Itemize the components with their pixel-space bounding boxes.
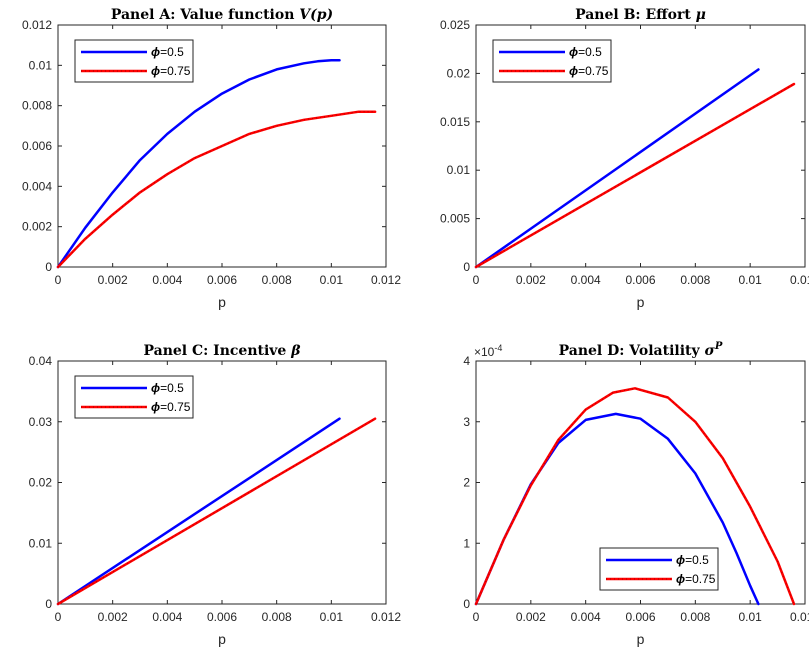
- y-tick-label: 0.025: [440, 18, 470, 32]
- x-tick-label: 0.012: [790, 610, 809, 624]
- y-tick-label: 0.012: [22, 18, 52, 32]
- chart-title: Panel B: Effort μ: [575, 7, 706, 23]
- x-tick-label: 0: [473, 273, 480, 287]
- legend: ϕ=0.5 ϕ=0.75: [599, 547, 719, 591]
- y-tick-label: 3: [463, 415, 470, 429]
- chart-title: Panel D: Volatility σP: [559, 341, 723, 359]
- x-tick-label: 0.01: [738, 273, 762, 287]
- legend-label: ϕ=0.5: [676, 553, 709, 567]
- legend: ϕ=0.5 ϕ=0.75: [74, 39, 194, 83]
- y-tick-label: 1: [463, 536, 470, 550]
- y-tick-label: 0.03: [29, 415, 53, 429]
- panel-2: 0 0.002 0.004 0.006 0.008 0.01 0.012 0 0.005 0.01…: [440, 7, 809, 310]
- legend-box: [74, 375, 194, 419]
- y-tick-label: 0: [463, 260, 470, 274]
- panel-4: 0 0.002 0.004 0.006 0.008 0.01 0.012 0 1 2 3 4 p Pane…: [463, 341, 809, 647]
- y-tick-label: 0.01: [29, 536, 53, 550]
- x-tick-label: 0.012: [790, 273, 809, 287]
- legend-box: [492, 39, 612, 83]
- legend-box: [74, 39, 194, 83]
- legend-label: ϕ=0.75: [676, 572, 716, 586]
- x-tick-label: 0.006: [207, 273, 237, 287]
- y-tick-label: 0.02: [29, 476, 53, 490]
- x-tick-label: 0.008: [262, 273, 292, 287]
- x-tick-label: 0.012: [371, 610, 401, 624]
- x-tick-label: 0: [473, 610, 480, 624]
- y-tick-label: 0.006: [22, 139, 52, 153]
- x-tick-label: 0.006: [625, 273, 655, 287]
- x-tick-label: 0.01: [320, 610, 344, 624]
- x-axis-label: p: [637, 294, 645, 310]
- x-tick-label: 0.004: [152, 273, 182, 287]
- x-axis-label: p: [218, 294, 226, 310]
- y-tick-label: 0.004: [22, 179, 52, 193]
- chart-title: Panel C: Incentive β: [143, 343, 301, 359]
- x-tick-label: 0.004: [571, 610, 601, 624]
- y-tick-label: 0: [463, 597, 470, 611]
- x-tick-label: 0.002: [98, 610, 128, 624]
- y-tick-label: 0.04: [29, 354, 53, 368]
- x-axis-label: p: [637, 631, 645, 647]
- x-tick-label: 0: [55, 610, 62, 624]
- panel-3: 0 0.002 0.004 0.006 0.008 0.01 0.012 0 0.01 0.02 0…: [29, 343, 402, 647]
- series-line-phi-0-75: [474, 82, 796, 269]
- legend-label: ϕ=0.5: [151, 381, 184, 395]
- y-tick-label: 2: [463, 476, 470, 490]
- x-tick-label: 0.002: [98, 273, 128, 287]
- series-line-phi-0-75: [474, 387, 796, 606]
- x-tick-label: 0.008: [680, 273, 710, 287]
- series-line-phi-0-75: [56, 110, 377, 269]
- x-tick-label: 0.004: [571, 273, 601, 287]
- series-line-phi-0-5: [56, 59, 341, 269]
- legend-label: ϕ=0.75: [569, 64, 609, 78]
- legend-box: [599, 547, 719, 591]
- y-tick-label: 0.02: [447, 66, 471, 80]
- x-tick-label: 0.008: [680, 610, 710, 624]
- y-tick-label: 0.01: [29, 58, 53, 72]
- series-line-phi-0-5: [56, 417, 341, 606]
- x-tick-label: 0.006: [207, 610, 237, 624]
- y-tick-label: 0: [45, 597, 52, 611]
- panel-1: 0 0.002 0.004 0.006 0.008 0.01 0.012 0 0.002 0.00…: [22, 7, 401, 310]
- legend-label: ϕ=0.75: [151, 400, 191, 414]
- legend: ϕ=0.5 ϕ=0.75: [492, 39, 612, 83]
- y-tick-label: 0.015: [440, 115, 470, 129]
- legend-label: ϕ=0.5: [151, 45, 184, 59]
- x-tick-label: 0.012: [371, 273, 401, 287]
- y-tick-label: 0.01: [447, 163, 471, 177]
- x-tick-label: 0.008: [262, 610, 292, 624]
- x-tick-label: 0.002: [516, 610, 546, 624]
- y-tick-label: 0.008: [22, 99, 52, 113]
- y-tick-label: 0.005: [440, 212, 470, 226]
- x-tick-label: 0.01: [320, 273, 344, 287]
- x-tick-label: 0.002: [516, 273, 546, 287]
- x-tick-label: 0: [55, 273, 62, 287]
- series-line-phi-0-75: [56, 417, 377, 606]
- x-axis-label: p: [218, 631, 226, 647]
- x-tick-label: 0.006: [625, 610, 655, 624]
- y-tick-label: 0: [45, 260, 52, 274]
- x-tick-label: 0.01: [738, 610, 762, 624]
- legend-label: ϕ=0.5: [569, 45, 602, 59]
- x-tick-label: 0.004: [152, 610, 182, 624]
- y-tick-label: 4: [463, 354, 470, 368]
- chart-title: Panel A: Value function V(p): [111, 7, 333, 23]
- y-axis-multiplier: ×10-4: [474, 343, 502, 359]
- legend: ϕ=0.5 ϕ=0.75: [74, 375, 194, 419]
- series-line-phi-0-5: [474, 68, 760, 269]
- y-tick-label: 0.002: [22, 220, 52, 234]
- legend-label: ϕ=0.75: [151, 64, 191, 78]
